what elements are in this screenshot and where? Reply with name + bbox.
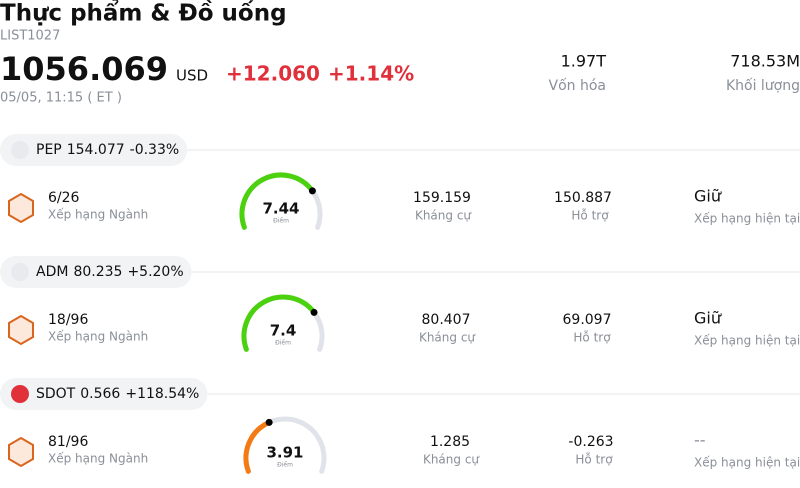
- support: -0.263: [568, 434, 613, 450]
- support: 150.887: [554, 190, 612, 206]
- code: LIST1027: [0, 29, 60, 44]
- resistance: 1.285: [430, 434, 470, 450]
- rank-icon: [8, 192, 34, 224]
- price: 1056.069: [0, 50, 168, 88]
- ticker-price: 0.566: [80, 386, 120, 402]
- rank-label: Xếp hạng Ngành: [48, 452, 148, 466]
- ticker-pill[interactable]: [0, 378, 208, 410]
- rank-icon: [8, 314, 34, 346]
- resistance-label: Kháng cự: [419, 331, 476, 345]
- score-label: Điểm: [275, 340, 291, 347]
- rank-label: Xếp hạng Ngành: [48, 330, 148, 344]
- score-label: Điểm: [273, 218, 289, 225]
- rating: --: [694, 431, 706, 450]
- gauge-value: [241, 294, 317, 352]
- ticker-pill[interactable]: [0, 134, 188, 166]
- title: Thực phẩm & Đồ uống: [0, 0, 287, 27]
- gauge-value: [243, 419, 272, 474]
- ticker-icon: [11, 141, 29, 159]
- resistance-label: Kháng cự: [423, 453, 480, 467]
- ticker: PEP: [36, 142, 62, 158]
- resistance-label: Kháng cự: [415, 209, 472, 223]
- gauge-dot: [308, 187, 316, 195]
- rank-icon: [8, 436, 34, 468]
- rating: Giữ: [694, 187, 722, 206]
- rating-label: Xếp hạng hiện tại: [694, 456, 800, 470]
- volume-label: Khối lượng: [726, 77, 800, 94]
- change-pct: +1.14%: [328, 62, 414, 86]
- ticker-icon: [11, 263, 29, 281]
- resistance: 159.159: [413, 190, 471, 206]
- gauge-dot: [310, 308, 318, 316]
- currency: USD: [176, 67, 208, 85]
- support-label: Hỗ trợ: [575, 453, 613, 467]
- ticker-price: 154.077: [67, 142, 125, 158]
- score: 3.91: [266, 444, 303, 462]
- rank-label: Xếp hạng Ngành: [48, 208, 148, 222]
- score-label: Điểm: [277, 462, 293, 469]
- ticker-change: +118.54%: [125, 386, 199, 402]
- resistance: 80.407: [422, 312, 471, 328]
- market-cap-label: Vốn hóa: [549, 77, 606, 94]
- volume: 718.53M: [730, 52, 800, 71]
- rating-label: Xếp hạng hiện tại: [694, 212, 800, 226]
- ticker-change: +5.20%: [127, 264, 183, 280]
- market-cap: 1.97T: [561, 52, 607, 71]
- ticker: SDOT: [36, 386, 76, 402]
- gauge-dot: [265, 418, 273, 426]
- rank: 6/26: [48, 190, 80, 206]
- rating: Giữ: [694, 309, 722, 328]
- ticker-icon: [11, 385, 29, 403]
- score: 7.44: [262, 200, 299, 218]
- rank: 81/96: [48, 434, 88, 450]
- ticker: ADM: [36, 264, 68, 280]
- support-label: Hỗ trợ: [571, 209, 609, 223]
- ticker-change: -0.33%: [130, 142, 180, 158]
- rank: 18/96: [48, 312, 88, 328]
- gauge-value: [239, 172, 315, 230]
- support-label: Hỗ trợ: [573, 331, 611, 345]
- change: +12.060: [226, 62, 320, 86]
- ticker-pill[interactable]: [0, 256, 192, 288]
- rating-label: Xếp hạng hiện tại: [694, 334, 800, 348]
- score: 7.4: [270, 322, 297, 340]
- time: 05/05, 11:15 ( ET ): [0, 91, 122, 106]
- support: 69.097: [563, 312, 612, 328]
- ticker-price: 80.235: [73, 264, 122, 280]
